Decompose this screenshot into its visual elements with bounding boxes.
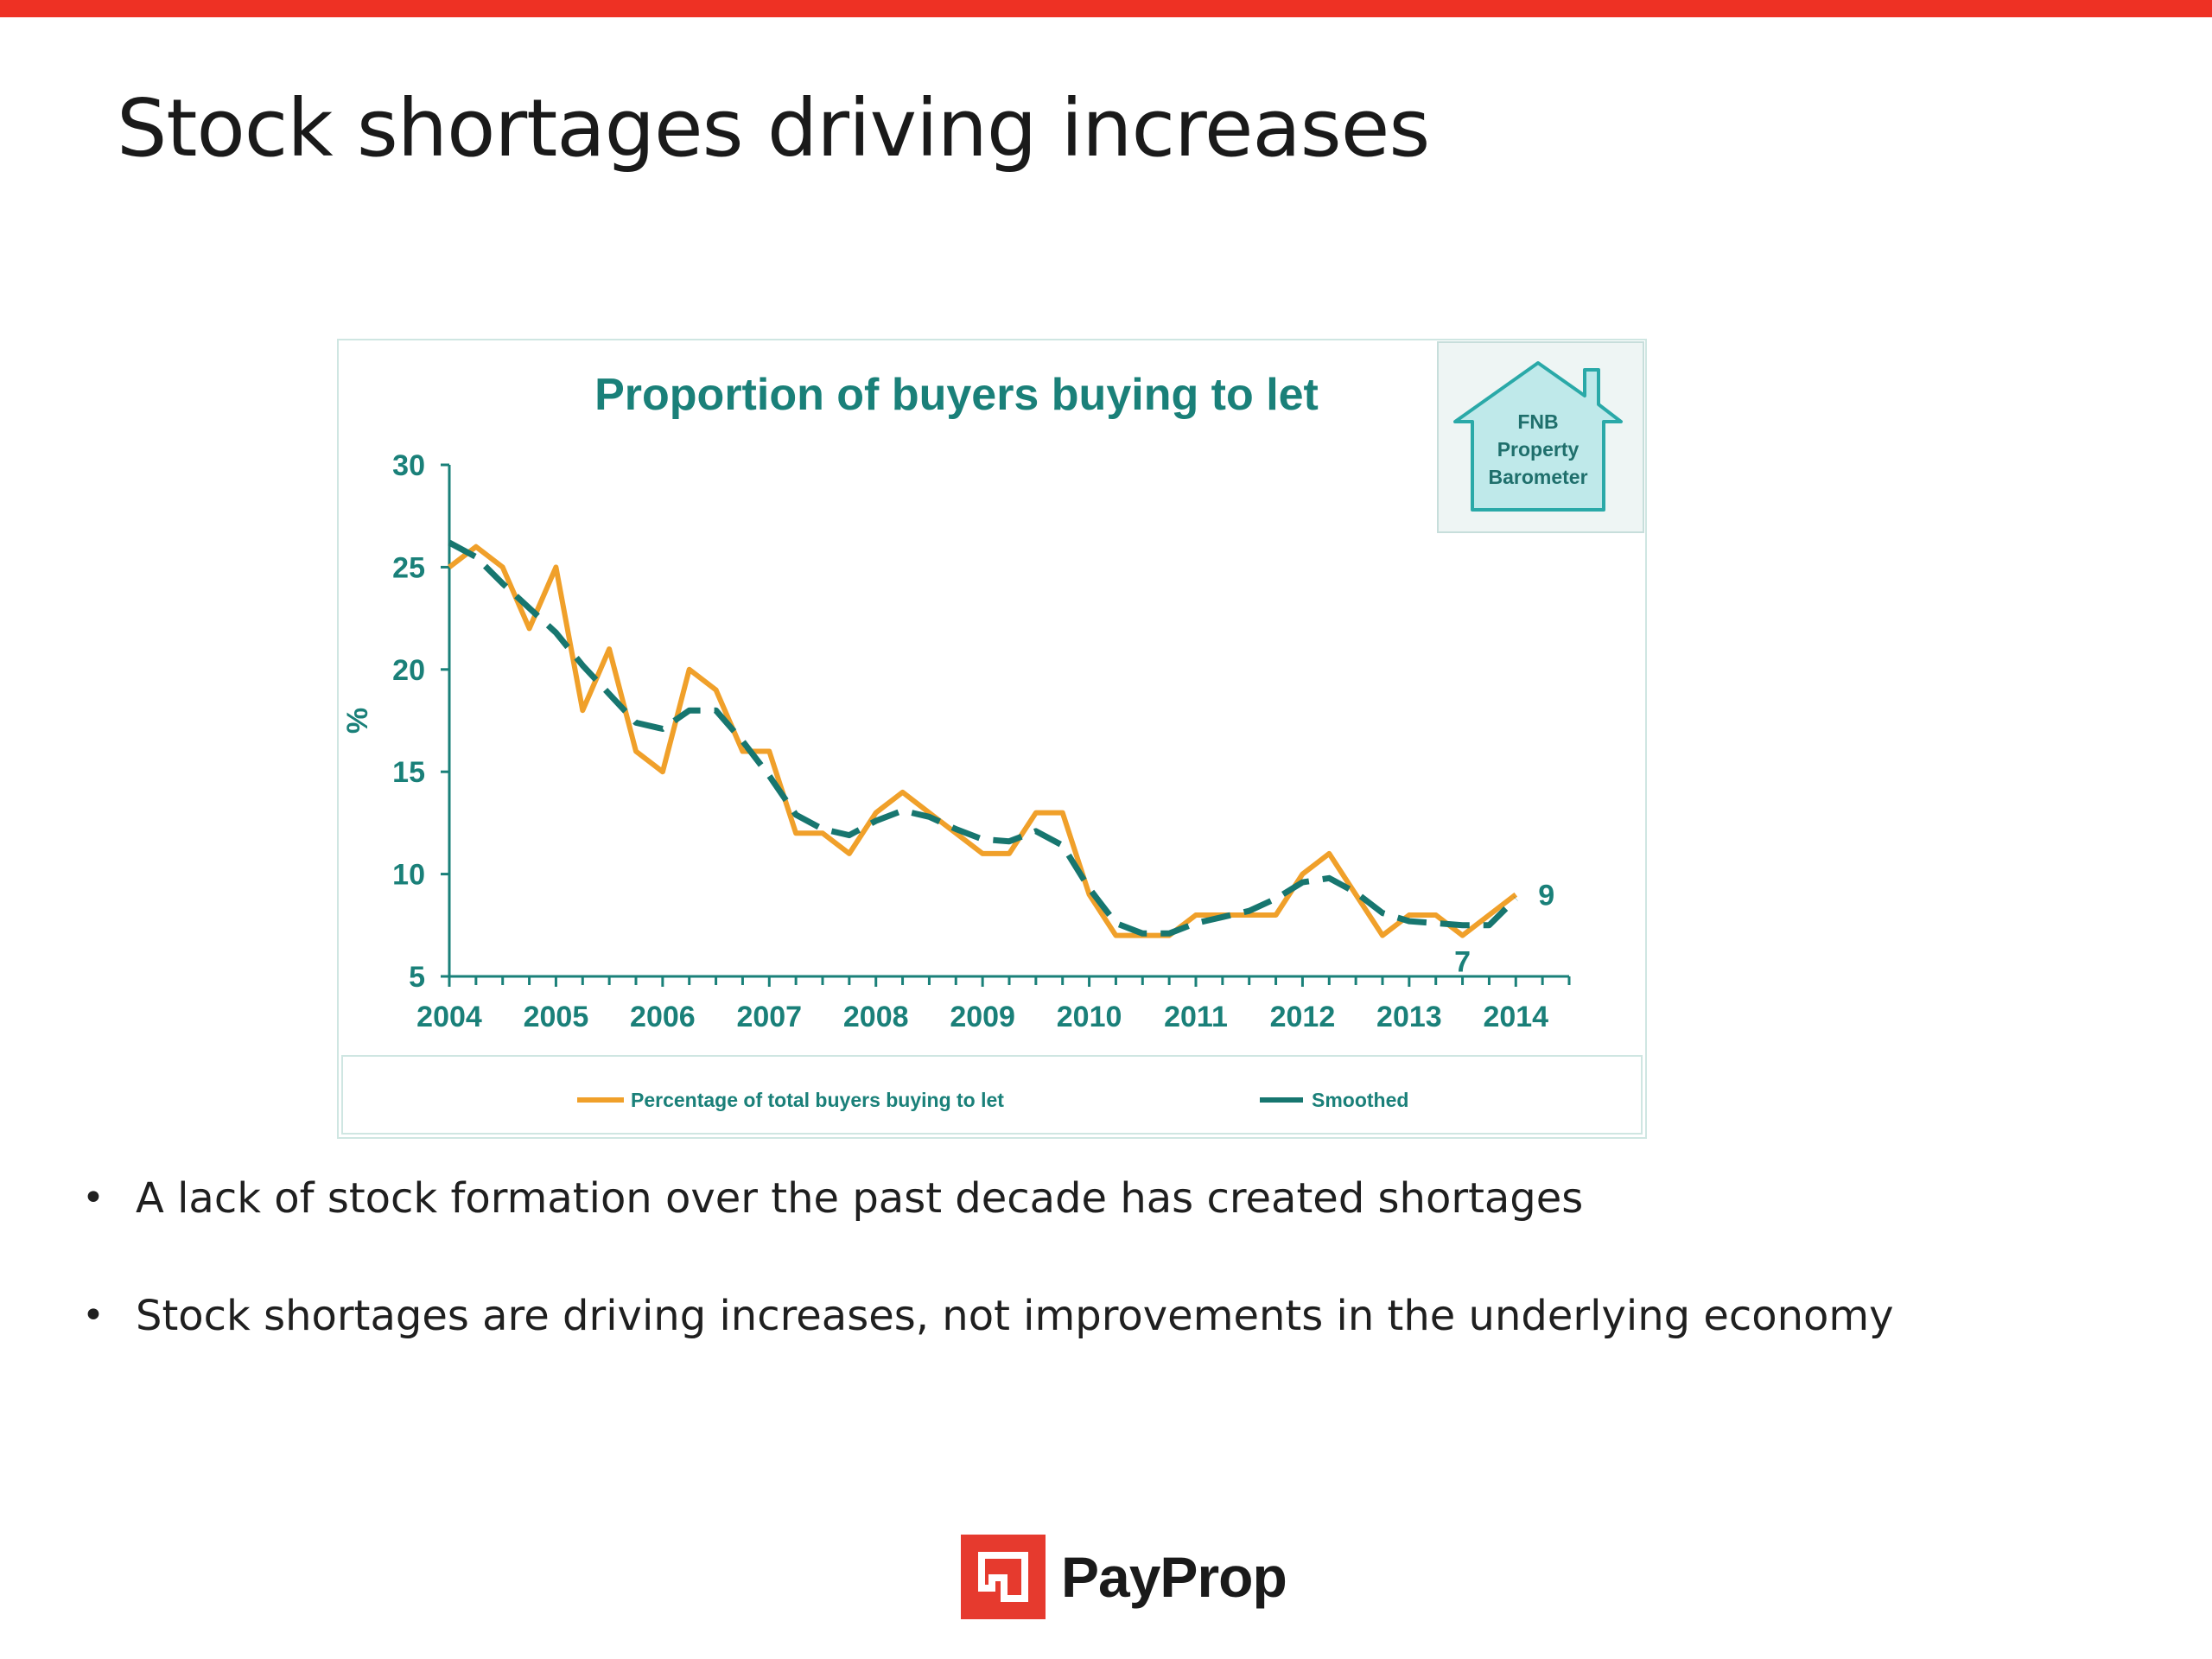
payprop-logo-text: PayProp <box>1061 1545 1287 1609</box>
chart-frame: FNB Property Barometer Proportion of buy… <box>337 339 1647 1139</box>
series-line-0 <box>448 543 1518 938</box>
x-tick-label: 2010 <box>1057 1001 1122 1033</box>
badge-line-3: Barometer <box>1488 466 1587 488</box>
bullet-text: A lack of stock formation over the past … <box>136 1174 1584 1223</box>
bullet-item: • Stock shortages are driving increases, … <box>82 1288 2069 1344</box>
x-tick-label: 2014 <box>1483 1001 1548 1033</box>
x-tick-label: 2008 <box>843 1001 909 1033</box>
badge-line-2: Property <box>1497 438 1580 461</box>
x-tick-label: 2012 <box>1270 1001 1336 1033</box>
chart-series <box>448 539 1518 938</box>
x-tick-label: 2005 <box>524 1001 589 1033</box>
x-tick-label: 2006 <box>630 1001 696 1033</box>
slide-title: Stock shortages driving increases <box>117 82 1430 175</box>
y-axis-label: % <box>341 708 374 734</box>
bullet-item: • A lack of stock formation over the past… <box>82 1171 2069 1226</box>
y-tick-label: 15 <box>392 756 425 789</box>
y-tick-label: 10 <box>392 859 425 892</box>
y-tick-label: 30 <box>392 449 425 482</box>
chart-legend: Percentage of total buyers buying to let… <box>341 1055 1643 1135</box>
data-label: 9 <box>1538 879 1554 912</box>
chart: FNB Property Barometer Proportion of buy… <box>341 341 1644 1135</box>
y-tick-label: 20 <box>392 654 425 687</box>
payprop-logo: PayProp <box>961 1534 1287 1620</box>
bullet-text: Stock shortages are driving increases, n… <box>136 1292 1894 1340</box>
x-tick-label: 2009 <box>950 1001 1015 1033</box>
badge-line-1: FNB <box>1517 410 1558 433</box>
series-line-1 <box>448 539 1518 937</box>
fnb-property-barometer-badge: FNB Property Barometer <box>1437 341 1644 533</box>
data-label: 7 <box>1454 946 1471 979</box>
x-tick-label: 2011 <box>1164 1001 1228 1033</box>
top-accent-bar <box>0 0 2212 17</box>
x-tick-label: 2007 <box>736 1001 802 1033</box>
x-tick-label: 2004 <box>416 1001 482 1033</box>
x-tick-label: 2013 <box>1376 1001 1442 1033</box>
legend-label-1: Smoothed <box>1312 1089 1408 1111</box>
chart-title: Proportion of buyers buying to let <box>594 370 1319 420</box>
legend-label-0: Percentage of total buyers buying to let <box>631 1089 1004 1111</box>
bullet-dot: • <box>82 1176 105 1220</box>
y-tick-label: 5 <box>409 961 425 994</box>
chart-axes: 5 10 15 20 25 30 2004 2005 2006 2007 2008 2009 2010 2… <box>392 449 1571 1033</box>
chart-annotations: 97 <box>1454 879 1554 978</box>
payprop-logo-icon <box>961 1535 1046 1619</box>
bullet-dot: • <box>82 1294 105 1338</box>
bullet-list: • A lack of stock formation over the past… <box>82 1171 2069 1406</box>
house-icon <box>1453 361 1623 512</box>
y-tick-label: 25 <box>392 551 425 584</box>
